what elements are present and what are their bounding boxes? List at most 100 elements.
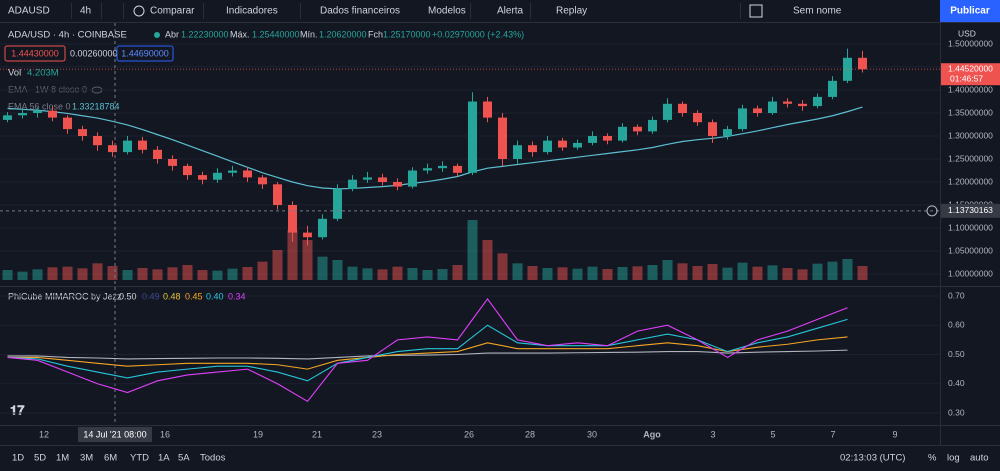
instrument: ADA/USD · 4h · COINBASE — [8, 30, 127, 41]
ema-1w-legend: EMA · 1W 8 close 0 — [8, 84, 87, 94]
volume-bar — [257, 261, 268, 280]
candle-body — [138, 140, 147, 150]
volume-bar — [77, 268, 88, 280]
candle-body — [618, 126, 627, 141]
currency[interactable]: USD — [958, 28, 976, 38]
volume-bar — [647, 265, 658, 280]
range-button[interactable]: YTD — [130, 453, 149, 464]
candle-body — [183, 165, 192, 176]
volume-bar — [107, 266, 118, 280]
add-alert-icon — [926, 205, 938, 217]
layout-name[interactable]: Sem nome — [793, 6, 842, 17]
range-button[interactable]: 1M — [56, 453, 69, 464]
volume-bar — [752, 266, 763, 280]
last-price-box — [941, 63, 1000, 86]
indicator-legend-value: 0.40 — [206, 291, 224, 301]
volume-bar — [167, 267, 178, 280]
range-button[interactable]: 5A — [178, 453, 190, 464]
volume-bar — [737, 262, 748, 280]
volume-bar — [347, 266, 358, 280]
clock: 02:13:03 (UTC) — [840, 453, 905, 464]
candle-body — [558, 140, 567, 148]
price-tick-label: 1.30000000 — [948, 130, 993, 140]
volume-bar — [212, 270, 223, 280]
interval[interactable]: 4h — [80, 6, 91, 17]
range-button[interactable]: Todos — [200, 453, 226, 464]
templates-button[interactable]: Modelos — [428, 6, 466, 17]
time-label: 30 — [587, 429, 597, 439]
volume-bar — [287, 230, 298, 280]
volume-bar — [197, 270, 208, 280]
time-label: 14 Jul '21 08:00 — [83, 429, 146, 439]
alert-button[interactable]: Alerta — [497, 6, 524, 17]
bid-box[interactable] — [4, 45, 66, 62]
volume-bar — [17, 271, 28, 280]
candle-body — [348, 179, 357, 189]
indicator-line — [7, 297, 848, 403]
volume-bar — [392, 266, 403, 280]
ask-box[interactable] — [116, 45, 174, 62]
volume-bar — [602, 269, 613, 280]
candle-body — [363, 177, 372, 180]
percent-toggle[interactable]: % — [928, 453, 937, 464]
bid[interactable]: 1.44430000 — [11, 48, 59, 58]
volume-bar — [377, 269, 388, 280]
candle-body — [663, 103, 672, 120]
vol-label: Vol — [8, 68, 21, 79]
replay-button[interactable]: Replay — [556, 6, 587, 17]
auto-toggle[interactable]: auto — [970, 453, 989, 464]
open-value: 1.22230000 — [181, 29, 229, 39]
candle-body — [93, 136, 102, 146]
candle-body — [48, 110, 57, 118]
financials-button[interactable]: Dados financeiros — [320, 6, 400, 17]
indicator-legend-value: 0.34 — [228, 291, 246, 301]
compare-icon — [133, 5, 145, 17]
candle-body — [708, 122, 717, 136]
volume-bar — [242, 267, 253, 280]
publish-button[interactable] — [940, 0, 1000, 22]
candle-body — [498, 117, 507, 159]
volume-bar — [842, 259, 853, 280]
layout-icon[interactable] — [749, 4, 763, 18]
range-button[interactable]: 6M — [104, 453, 117, 464]
candle-body — [798, 103, 807, 107]
volume-bar — [227, 268, 238, 280]
range-button[interactable]: 1D — [12, 453, 24, 464]
crosshair-price-box — [941, 203, 1000, 218]
range-button[interactable]: 3M — [80, 453, 93, 464]
time-label: 3 — [710, 429, 715, 439]
indicator-legend-value: 0.50 — [119, 291, 137, 301]
range-button[interactable]: 5D — [34, 453, 46, 464]
ask[interactable]: 1.44690000 — [121, 48, 169, 58]
range-button[interactable]: 1A — [158, 453, 170, 464]
volume-bar — [527, 266, 538, 280]
candle-body — [648, 119, 657, 132]
indicators-button[interactable]: Indicadores — [226, 6, 278, 17]
ema-56-legend: EMA 56 close 0 — [8, 101, 71, 111]
candle-body — [678, 103, 687, 113]
publish-label[interactable]: Publicar — [950, 6, 990, 17]
indicator-tick-label: 0.50 — [948, 349, 965, 359]
time-label: 26 — [464, 429, 474, 439]
candle-body — [3, 115, 12, 120]
volume-bar — [587, 266, 598, 280]
time-label: 9 — [892, 429, 897, 439]
indicator-line — [7, 349, 848, 360]
candle-body — [213, 172, 222, 180]
time-label: 16 — [160, 429, 170, 439]
volume-bar — [47, 267, 58, 280]
volume-bar — [302, 240, 313, 280]
candle-body — [423, 168, 432, 171]
crosshair-price-label: 1.13730163 — [948, 205, 993, 215]
close-value: 1.25170000 — [383, 29, 431, 39]
countdown: 01:46:57 — [950, 73, 983, 83]
volume-bar — [707, 264, 718, 280]
volume-bar — [782, 268, 793, 280]
price-tick-label: 1.25000000 — [948, 153, 993, 163]
compare-button[interactable]: Comparar — [150, 6, 195, 17]
high-label: Máx. — [230, 29, 250, 39]
log-toggle[interactable]: log — [947, 453, 960, 464]
volume-bar — [332, 260, 343, 280]
candle-body — [783, 101, 792, 104]
symbol[interactable]: ADAUSD — [8, 6, 50, 17]
